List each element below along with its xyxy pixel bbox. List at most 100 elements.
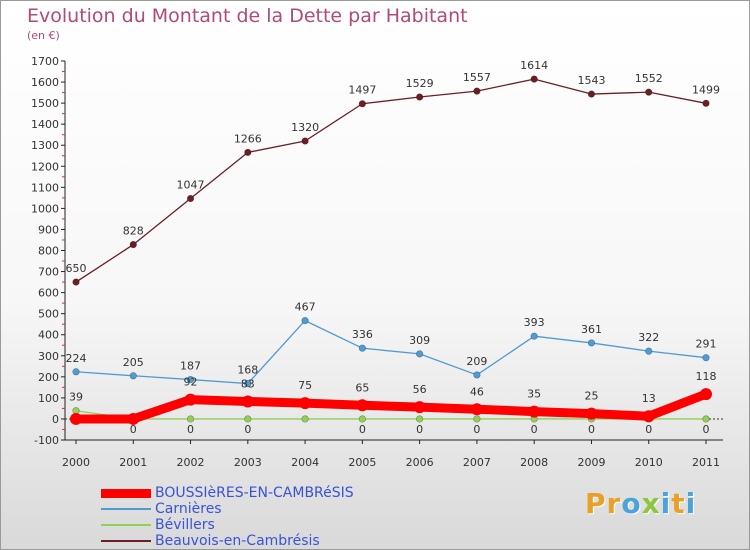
x-tick-label: 2002: [177, 456, 205, 469]
brand-letter: i: [685, 487, 697, 520]
data-label: 393: [524, 316, 545, 329]
series-point-1: [645, 347, 653, 355]
chart-title: Evolution du Montant de la Dette par Hab…: [27, 5, 468, 27]
series-point-2: [301, 415, 309, 423]
y-tick-label: 1500: [31, 97, 59, 110]
series-point-2: [473, 415, 481, 423]
series-point-0: [413, 401, 426, 414]
data-label: 0: [531, 423, 538, 436]
y-tick-label: 1700: [31, 55, 59, 68]
series-point-1: [244, 379, 252, 388]
series-point-3: [473, 87, 481, 95]
legend-label: Beauvois-en-Cambrésis: [155, 533, 320, 549]
legend-label: Carnières: [155, 501, 222, 517]
series-point-3: [702, 99, 710, 107]
y-tick-label: 1000: [31, 202, 59, 215]
series-line-2: [75, 410, 707, 420]
data-label: 83: [241, 377, 255, 390]
data-label: 1499: [692, 83, 720, 96]
series-point-3: [587, 90, 596, 98]
data-label: 309: [409, 334, 430, 347]
series-point-1: [358, 344, 366, 352]
series-point-2: [186, 415, 195, 423]
brand-letter: r: [606, 487, 622, 520]
data-label: 0: [130, 423, 137, 436]
data-label: 65: [355, 381, 369, 394]
data-label: 1529: [406, 77, 434, 90]
data-label: 0: [416, 423, 423, 436]
data-label: 0: [645, 423, 652, 436]
series-point-1: [587, 339, 596, 347]
series-point-1: [186, 375, 195, 384]
series-point-1: [416, 350, 424, 358]
data-label: 35: [527, 388, 541, 401]
series-point-0: [700, 388, 712, 401]
data-label: 1266: [234, 132, 262, 145]
x-tick-label: 2008: [520, 456, 548, 469]
legend-swatch: [101, 508, 151, 510]
brand-letter: i: [660, 487, 672, 520]
series-point-2: [358, 415, 366, 423]
data-label: 25: [584, 390, 598, 403]
series-point-3: [72, 278, 80, 286]
data-label: 1557: [463, 71, 491, 84]
series-point-1: [530, 332, 538, 340]
data-label: 0: [703, 423, 710, 436]
y-tick-label: 100: [38, 392, 59, 405]
data-label: 0: [473, 423, 480, 436]
data-label: 1552: [635, 72, 663, 85]
y-tick-label: 0: [52, 413, 59, 426]
chart-unit: (en €): [27, 29, 60, 42]
series-point-0: [184, 393, 197, 406]
data-label: 46: [470, 385, 484, 398]
series-point-1: [72, 368, 80, 376]
data-label: 187: [180, 360, 201, 373]
legend-label: BOUSSIèRES-EN-CAMBRéSIS: [155, 485, 354, 501]
series-point-3: [358, 100, 366, 108]
data-label: 224: [66, 352, 87, 365]
data-labels: 92 83 75 65 56 46 35 25 13 118 224 205 187 168 467 336 3…: [66, 59, 721, 436]
series-point-0: [585, 407, 598, 420]
series-point-1: [473, 371, 481, 379]
y-tick-label: 300: [38, 350, 59, 363]
series-point-3: [416, 93, 424, 101]
data-label: 0: [588, 423, 595, 436]
series-point-0: [642, 410, 655, 423]
legend-item: Bévillers: [101, 517, 381, 533]
series-point-0: [127, 412, 140, 425]
y-tick-label: 800: [38, 245, 59, 258]
data-label: 0: [187, 423, 194, 436]
data-label: 361: [581, 323, 602, 336]
legend-label: Bévillers: [155, 517, 215, 533]
series-layer: [70, 75, 712, 425]
brand-letter: o: [621, 487, 642, 520]
legend-item: Carnières: [101, 501, 381, 517]
brand-letter: P: [585, 487, 607, 520]
legend-swatch: [101, 488, 151, 498]
series-point-0: [241, 395, 254, 408]
series-point-3: [530, 75, 538, 83]
data-label: 0: [359, 423, 366, 436]
data-label: 291: [696, 338, 717, 351]
y-tick-label: 1400: [31, 118, 59, 131]
series-point-3: [186, 194, 195, 203]
y-tick-label: 1600: [31, 76, 59, 89]
x-tick-label: 2006: [406, 456, 434, 469]
data-label: 0: [244, 423, 251, 436]
legend-item: Beauvois-en-Cambrésis: [101, 533, 381, 549]
y-tick-label: 600: [38, 287, 59, 300]
series-point-1: [702, 354, 710, 362]
data-label: 39: [69, 391, 83, 404]
series-point-3: [244, 148, 252, 156]
x-tick-label: 2005: [348, 456, 376, 469]
data-label: 75: [298, 379, 312, 392]
legend-swatch: [101, 524, 151, 526]
series-line-3: [75, 78, 707, 283]
series-line-0: [71, 389, 711, 424]
series-point-3: [645, 88, 653, 96]
y-tick-label: 1300: [31, 139, 59, 152]
series-point-0: [70, 412, 82, 425]
brand-letter: x: [641, 487, 661, 520]
